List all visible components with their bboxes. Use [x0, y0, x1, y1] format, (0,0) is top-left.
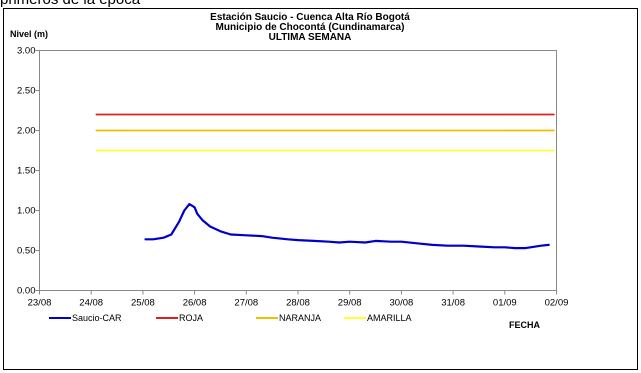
chart-frame: Estación Saucio - Cuenca Alta Río Bogotá…: [3, 8, 638, 370]
top-caption: primeros de la época: [0, 0, 140, 8]
x-tick-label: 24/08: [79, 298, 103, 309]
legend-label: ROJA: [179, 313, 203, 323]
x-tick-label: 23/08: [28, 298, 52, 309]
plot-area: [39, 50, 557, 291]
y-tick-label: 1.00: [17, 206, 36, 217]
chart-title: Estación Saucio - Cuenca Alta Río Bogotá…: [210, 12, 410, 43]
legend-label: AMARILLA: [367, 313, 412, 323]
y-axis-label: Nivel (m): [10, 29, 48, 39]
chart-title-line: Municipio de Chocontá (Cundinamarca): [216, 22, 405, 33]
x-tick-label: 27/08: [234, 298, 258, 309]
chart: Estación Saucio - Cuenca Alta Río Bogotá…: [10, 12, 569, 330]
legend-label: Saucio-CAR: [72, 313, 122, 323]
x-axis: 23/08 24/08 25/08 26/08 27/08 28/08 29/08 30/08…: [28, 290, 569, 309]
y-tick-label: 1.50: [17, 166, 36, 177]
x-tick-label: 28/08: [286, 298, 310, 309]
chart-title-line: ULTIMA SEMANA: [269, 32, 352, 43]
x-tick-label: 31/08: [441, 298, 465, 309]
series-layer: [95, 113, 555, 250]
y-tick-label: 0.50: [17, 246, 36, 257]
x-tick-label: 02/09: [545, 298, 569, 309]
y-tick-label: 0.00: [17, 286, 36, 297]
series-line-saucio-car: [144, 203, 550, 250]
x-tick-label: 25/08: [131, 298, 155, 309]
x-tick-label: 26/08: [183, 298, 207, 309]
x-tick-label: 01/09: [493, 298, 517, 309]
x-tick-label: 30/08: [390, 298, 414, 309]
x-axis-label: FECHA: [509, 320, 540, 330]
y-axis: 0.00 0.50 1.00 1.50 2.00 2.50 3.00: [17, 46, 40, 297]
y-tick-label: 3.00: [17, 46, 36, 57]
y-tick-label: 2.50: [17, 86, 36, 97]
y-tick-label: 2.00: [17, 126, 36, 137]
legend-label: NARANJA: [279, 313, 321, 323]
chart-title-line: Estación Saucio - Cuenca Alta Río Bogotá: [210, 12, 410, 23]
x-tick-label: 29/08: [338, 298, 362, 309]
legend: Saucio-CAR ROJA NARANJA AMARILLA: [49, 313, 412, 323]
